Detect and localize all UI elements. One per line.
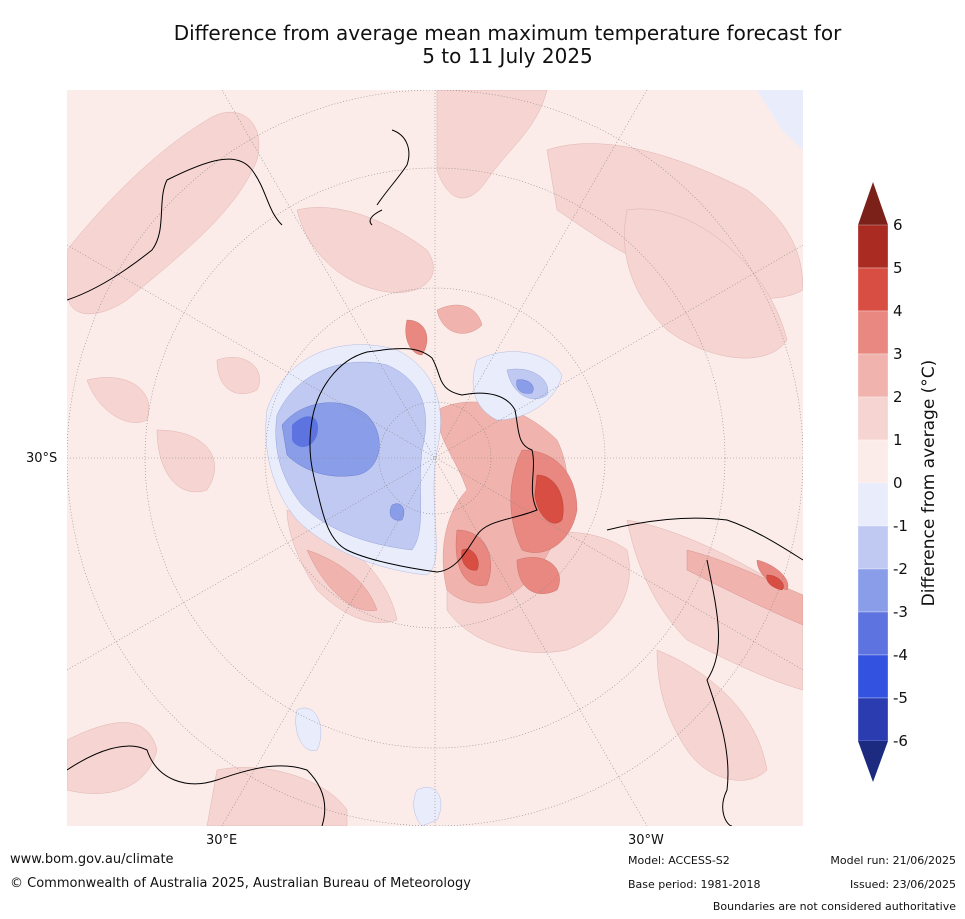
colorbar-segment-4_to_5 [858,267,888,312]
footer-issued: Issued: 23/06/2025 [849,878,956,891]
colorbar-tick-label: -6 [893,732,908,750]
colorbar-segment-5_to_6 [858,224,888,269]
footer-base-period: Base period: 1981-2018 [628,878,761,891]
colorbar-tick-label: -1 [893,517,908,535]
temperature-anomaly-map [67,90,803,826]
new-zealand-south-coastline [369,209,383,226]
colorbar-tick-label: 6 [893,216,903,234]
map-title: Difference from average mean maximum tem… [0,22,965,68]
colorbar-segment-0_to_1 [858,439,888,484]
colorbar-tick-label: 1 [893,431,903,449]
colorbar-extend-top [858,182,888,225]
colorbar-tick-label: 3 [893,345,903,363]
new-zealand-coastline [376,129,410,206]
colorbar-tick-label: 5 [893,259,903,277]
graticule [67,90,803,826]
colorbar-segment-1_to_2 [858,396,888,441]
colorbar-segment-m4_to_m3 [858,611,888,656]
africa-coastline [67,158,283,301]
title-line-2: 5 to 11 July 2025 [422,44,593,68]
antarctica-coastline [309,348,538,573]
colorbar-segment-2_to_3 [858,353,888,398]
colorbar [858,182,888,782]
anomaly-1-2-regions [67,90,803,826]
footer-website[interactable]: www.bom.gov.au/climate [10,852,174,867]
colorbar-segment-m1_to_0 [858,482,888,527]
footer-disclaimer: Boundaries are not considered authoritat… [712,900,956,913]
footer-model: Model: ACCESS-S2 [628,854,730,867]
colorbar-segment-m3_to_m2 [858,568,888,613]
australia-coastline [67,745,326,826]
colorbar-title: Difference from average (°C) [919,359,939,607]
colorbar-tick-label: 0 [893,474,903,492]
title-line-1: Difference from average mean maximum tem… [173,21,842,45]
colorbar-tick-label: 4 [893,302,903,320]
anomaly-4-5-regions [461,474,784,591]
colorbar-tick-label: 2 [893,388,903,406]
colorbar-segment-m5_to_m4 [858,654,888,699]
colorbar-segment-3_to_4 [858,310,888,355]
lon-label-30e: 30°E [206,833,238,848]
footer-copyright: © Commonwealth of Australia 2025, Austra… [10,876,471,891]
colorbar-segment-m2_to_m1 [858,525,888,570]
colorbar-tick-label: -3 [893,603,908,621]
south-america-coastline [606,517,803,826]
footer-model-run: Model run: 21/06/2025 [830,854,956,867]
coastlines [67,129,803,826]
colorbar-extend-bottom [858,741,888,782]
lon-label-30w: 30°W [628,833,664,848]
colorbar-tick-label: -2 [893,560,908,578]
colorbar-tick-label: -5 [893,689,908,707]
lat-label-30s: 30°S [26,451,58,466]
colorbar-segment-m6_to_m5 [858,697,888,742]
anomaly-patch-nr [757,90,803,150]
colorbar-tick-label: -4 [893,646,908,664]
